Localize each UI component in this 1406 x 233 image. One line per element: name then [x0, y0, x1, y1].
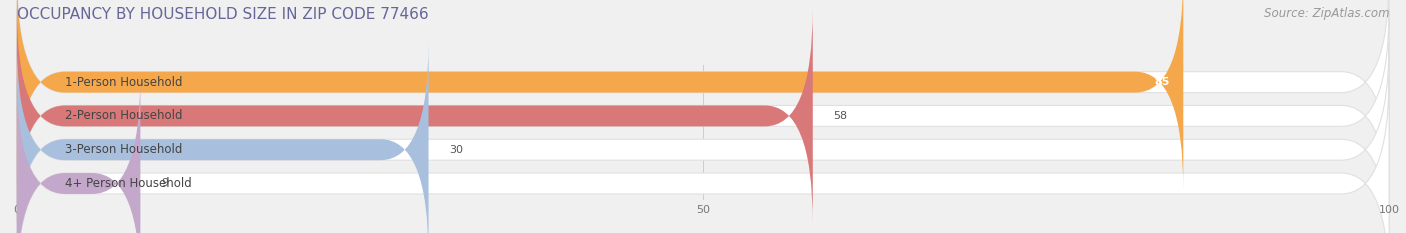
Text: 30: 30: [449, 145, 463, 155]
Text: 58: 58: [834, 111, 848, 121]
Text: 4+ Person Household: 4+ Person Household: [65, 177, 191, 190]
FancyBboxPatch shape: [17, 0, 1389, 190]
FancyBboxPatch shape: [17, 76, 1389, 233]
Text: OCCUPANCY BY HOUSEHOLD SIZE IN ZIP CODE 77466: OCCUPANCY BY HOUSEHOLD SIZE IN ZIP CODE …: [17, 7, 429, 22]
Text: 9: 9: [160, 178, 169, 188]
Text: 85: 85: [1154, 77, 1170, 87]
Text: 1-Person Household: 1-Person Household: [65, 76, 183, 89]
FancyBboxPatch shape: [17, 8, 813, 224]
FancyBboxPatch shape: [17, 0, 1184, 190]
FancyBboxPatch shape: [17, 42, 429, 233]
FancyBboxPatch shape: [17, 42, 1389, 233]
FancyBboxPatch shape: [17, 8, 1389, 224]
Text: 3-Person Household: 3-Person Household: [65, 143, 183, 156]
FancyBboxPatch shape: [17, 76, 141, 233]
Text: 2-Person Household: 2-Person Household: [65, 110, 183, 122]
Text: Source: ZipAtlas.com: Source: ZipAtlas.com: [1264, 7, 1389, 20]
